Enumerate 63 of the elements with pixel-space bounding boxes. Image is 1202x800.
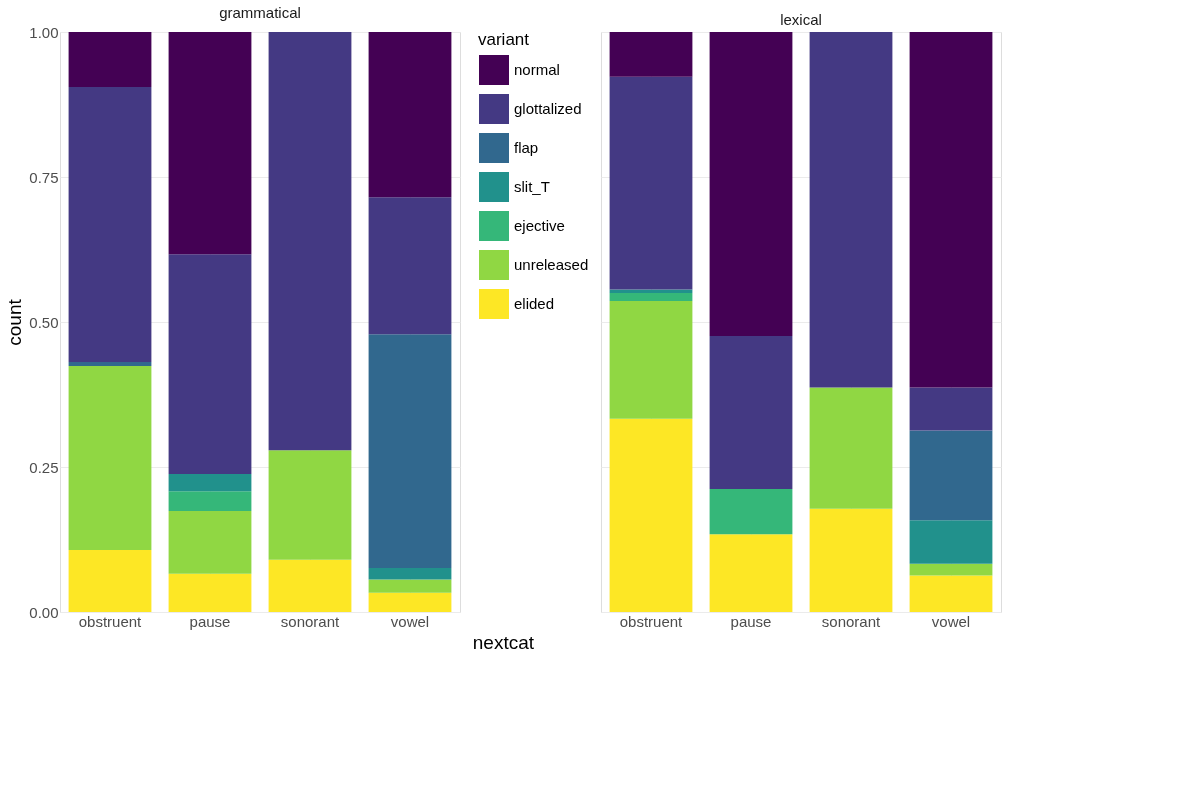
bar <box>909 32 993 388</box>
bar <box>168 491 252 512</box>
bar <box>68 549 152 612</box>
y-tick-label: 0.25 <box>29 458 59 476</box>
bar <box>68 87 152 363</box>
x-tick-label: vowel <box>931 612 971 630</box>
bar <box>168 473 252 492</box>
legend-label: elided <box>514 295 555 312</box>
bar <box>909 387 993 431</box>
bar <box>809 387 893 509</box>
bar <box>168 573 252 612</box>
chart-title: grammatical <box>219 4 301 21</box>
x-axis-title: nextcat <box>472 631 535 653</box>
bar <box>609 32 693 77</box>
bar <box>609 301 693 419</box>
bar <box>368 567 452 580</box>
bar <box>268 32 352 451</box>
bar <box>168 254 252 474</box>
bar <box>709 489 793 535</box>
bar <box>709 534 793 612</box>
y-axis-title: count <box>4 298 26 346</box>
bar <box>909 430 993 521</box>
bar <box>68 362 152 367</box>
bar <box>809 508 893 612</box>
bar <box>909 575 993 612</box>
bar <box>368 32 452 198</box>
x-tick-label: pause <box>730 612 772 630</box>
legend-label: glottalized <box>514 100 582 117</box>
bar <box>609 76 693 290</box>
legend-label: normal <box>514 61 560 78</box>
bar <box>909 563 993 576</box>
bar <box>609 418 693 612</box>
bar <box>68 366 152 550</box>
legend-label: unreleased <box>514 256 589 273</box>
y-tick-label: 0.75 <box>29 168 59 186</box>
x-tick-label: sonorant <box>821 612 882 630</box>
y-tick-label: 1.00 <box>29 23 59 41</box>
legend-label: ejective <box>514 217 565 234</box>
bar <box>68 32 152 88</box>
x-tick-label: obstruent <box>619 612 684 630</box>
bar <box>368 197 452 335</box>
bar <box>268 450 352 560</box>
bar <box>168 32 252 255</box>
bar <box>909 520 993 564</box>
y-tick-label: 0.00 <box>29 603 59 621</box>
y-tick-label: 0.50 <box>29 313 59 331</box>
legend-label: slit_T <box>514 178 550 195</box>
bar <box>268 559 352 612</box>
x-tick-label: vowel <box>390 612 430 630</box>
legend-title: variant <box>478 30 530 49</box>
bar <box>709 335 793 490</box>
chart-title: lexical <box>780 11 822 28</box>
bar <box>609 293 693 302</box>
bar <box>368 334 452 568</box>
bar <box>809 32 893 388</box>
bar <box>368 592 452 612</box>
bar <box>168 511 252 574</box>
x-tick-label: pause <box>189 612 231 630</box>
x-tick-label: sonorant <box>280 612 341 630</box>
bar <box>368 579 452 593</box>
bar <box>709 32 793 336</box>
legend-label: flap <box>514 139 539 156</box>
x-tick-label: obstruent <box>78 612 143 630</box>
